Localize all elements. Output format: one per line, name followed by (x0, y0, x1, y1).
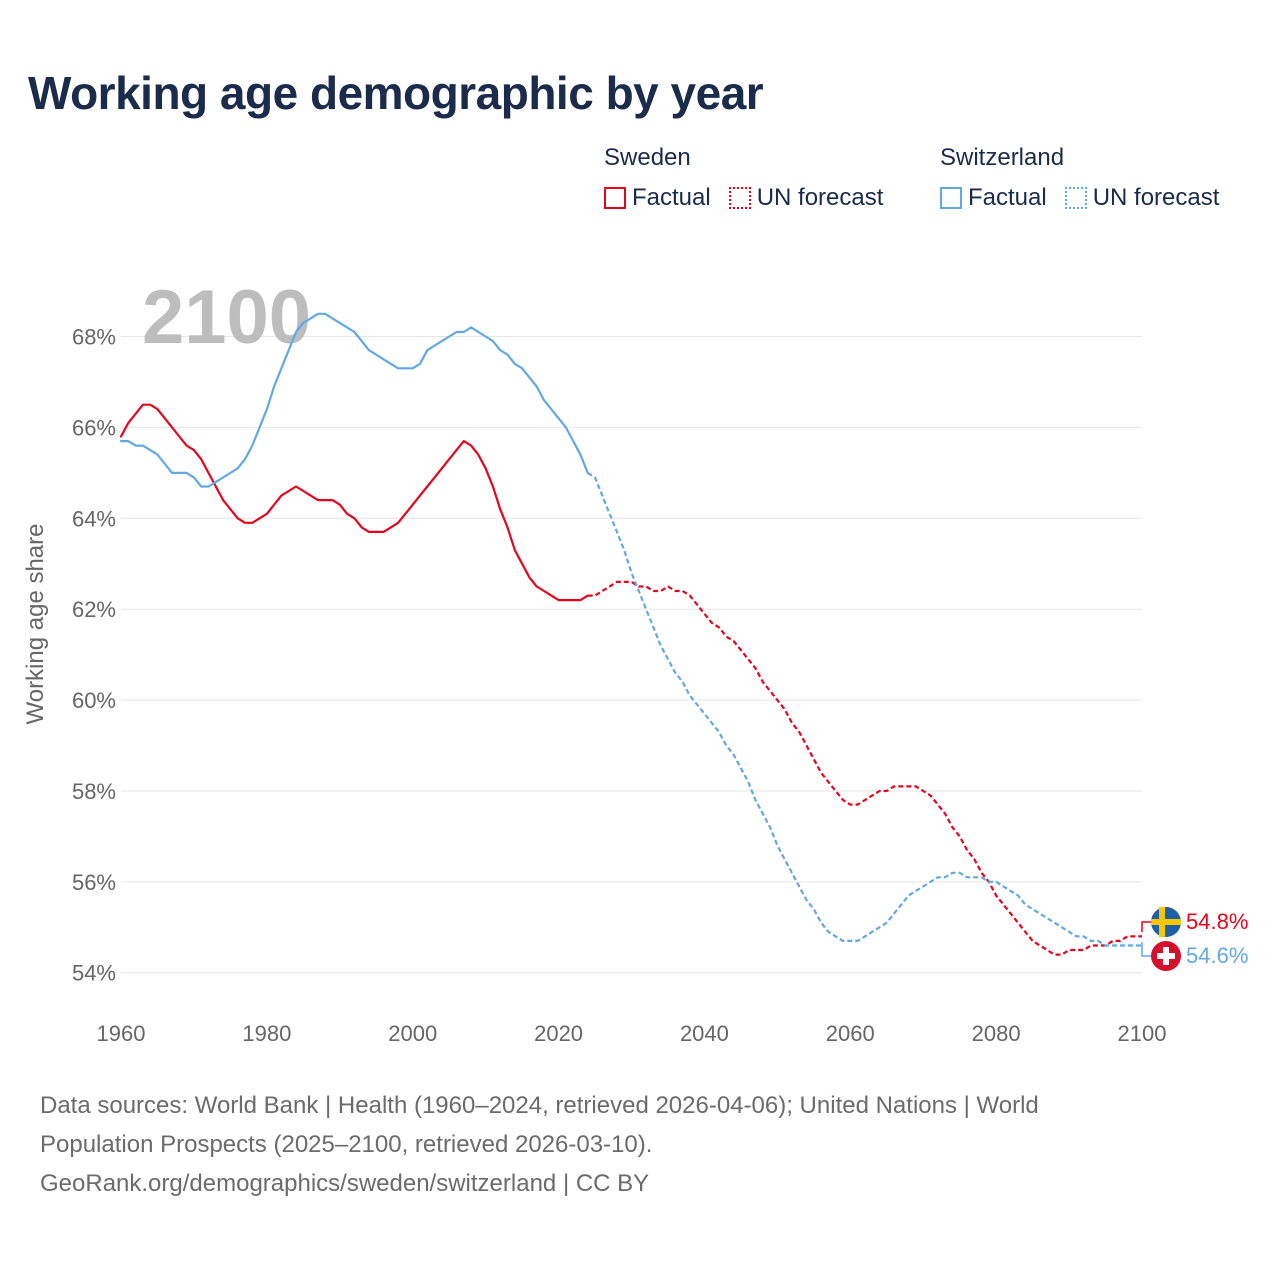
legend-swatch-dotted (1064, 187, 1087, 209)
legend-sweden-name: Sweden (604, 144, 691, 171)
legend-swatch-solid (940, 187, 962, 209)
legend-label: Factual (968, 184, 1047, 211)
series-line-sweden-factual[interactable] (119, 403, 589, 602)
end-value-switzerland: 54.6% (1186, 943, 1248, 968)
x-tick-label: 2100 (1118, 1021, 1167, 1046)
y-tick-label: 56% (72, 870, 116, 895)
chart-title: Working age demographic by year (28, 67, 764, 119)
x-tick-label: 2000 (388, 1021, 437, 1046)
y-tick-label: 60% (72, 688, 116, 713)
y-tick-label: 54% (72, 961, 116, 986)
legend-switzerland-name: Switzerland (940, 144, 1065, 171)
y-tick-label: 58% (72, 779, 116, 804)
sources-line-2: Population Prospects (2025–2100, retriev… (40, 1131, 653, 1158)
legend-label: Factual (632, 184, 711, 211)
legend-switzerland-forecast[interactable]: UN forecast (1064, 184, 1220, 212)
end-label-sweden[interactable]: 54.8% (1141, 907, 1248, 937)
y-tick-label: 68% (72, 325, 116, 350)
sources-line-3[interactable]: GeoRank.org/demographics/sweden/switzerl… (40, 1170, 650, 1197)
sources-line-1: Data sources: World Bank | Health (1960–… (40, 1092, 1039, 1119)
legend-swatch-solid (604, 187, 626, 209)
legend-label: UN forecast (756, 184, 884, 211)
series (119, 312, 1142, 956)
series-line-switzerland-forecast[interactable] (587, 471, 1142, 947)
legend-switzerland: Switzerland Factual UN forecast (940, 144, 1219, 212)
legend-sweden: Sweden Factual UN forecast (604, 144, 883, 212)
legend-sweden-forecast[interactable]: UN forecast (728, 184, 884, 212)
x-tick-label: 2040 (680, 1021, 729, 1046)
sweden-flag-icon (1151, 907, 1181, 937)
x-tick-label: 1960 (97, 1021, 146, 1046)
end-label-switzerland[interactable]: 54.6% (1141, 941, 1248, 971)
line-chart: 54% 56% 58% 60% 62% 64% 66% 68% 1960 1980 2000 2020… (22, 275, 1248, 1046)
y-tick-label: 62% (72, 597, 116, 622)
x-tick-label: 2020 (534, 1021, 583, 1046)
y-tick-label: 66% (72, 415, 116, 440)
connector-sweden (1141, 921, 1152, 932)
grid: 54% 56% 58% 60% 62% 64% 66% 68% 1960 1980 2000 2020… (72, 325, 1167, 1046)
y-axis-label: Working age share (22, 524, 49, 725)
y-tick-label: 64% (72, 506, 116, 531)
data-sources: Data sources: World Bank | Health (1960–… (40, 1086, 1240, 1203)
x-tick-label: 2080 (972, 1021, 1021, 1046)
end-value-sweden: 54.8% (1186, 909, 1248, 934)
x-tick-label: 2060 (826, 1021, 875, 1046)
year-overlay: 2100 (142, 275, 311, 360)
connector-switzerland (1141, 942, 1152, 957)
legend-swatch-dotted (728, 187, 751, 209)
legend-switzerland-factual[interactable]: Factual (940, 184, 1047, 212)
series-line-switzerland-factual[interactable] (119, 312, 589, 488)
x-tick-label: 1980 (242, 1021, 291, 1046)
legend-sweden-factual[interactable]: Factual (604, 184, 711, 212)
series-line-sweden-forecast[interactable] (587, 580, 1142, 956)
switzerland-flag-icon (1151, 941, 1181, 971)
legend-label: UN forecast (1092, 184, 1220, 211)
